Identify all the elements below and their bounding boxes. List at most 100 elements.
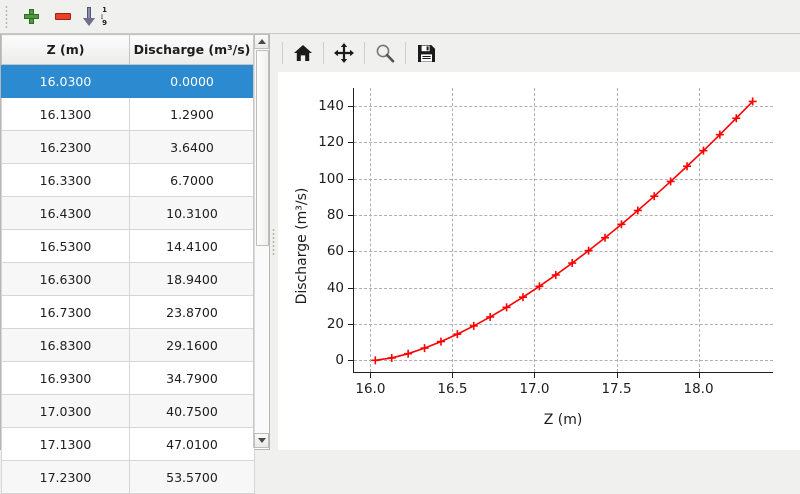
table-vertical-scrollbar[interactable] [253, 34, 269, 448]
column-header-z[interactable]: Z (m) [1, 34, 130, 65]
remove-row-button[interactable] [47, 2, 79, 32]
series-marker [469, 321, 478, 330]
series-marker [699, 146, 708, 155]
series-marker [715, 130, 724, 139]
table-row[interactable]: 17.0300 40.7500 [1, 394, 255, 428]
cell-discharge[interactable]: 0.0000 [129, 64, 255, 98]
cell-discharge[interactable]: 53.5700 [129, 460, 255, 494]
x-tick-label: 18.0 [683, 381, 714, 397]
column-header-discharge[interactable]: Discharge (m³/s) [129, 34, 255, 65]
cell-z[interactable]: 16.5300 [1, 229, 130, 263]
cell-z[interactable]: 16.9300 [1, 361, 130, 395]
cell-z[interactable]: 17.1300 [1, 427, 130, 461]
rating-curve-table[interactable]: Z (m) Discharge (m³/s) 16.0300 0.0000 16.1… [1, 34, 255, 494]
save-icon [417, 44, 435, 62]
table-header-row: Z (m) Discharge (m³/s) [1, 34, 255, 65]
y-tick [348, 215, 354, 217]
y-tick [348, 323, 354, 325]
cell-discharge[interactable]: 40.7500 [129, 394, 255, 428]
y-tick-label: 140 [318, 98, 344, 115]
toolbar-drag-handle[interactable] [4, 5, 13, 28]
table-row[interactable]: 16.5300 14.4100 [1, 229, 255, 263]
rating-curve-table-panel: Z (m) Discharge (m³/s) 16.0300 0.0000 16.1… [0, 34, 270, 494]
table-row[interactable]: 16.6300 18.9400 [1, 262, 255, 296]
y-tick-label: 60 [326, 243, 344, 260]
home-button[interactable] [287, 38, 319, 68]
home-icon [294, 45, 312, 61]
scroll-down-button[interactable] [254, 433, 269, 448]
series-marker [568, 259, 577, 268]
sort-descending-icon: 1 ⋮ 9 [83, 6, 107, 27]
y-gridline [354, 251, 773, 253]
y-axis-title: Discharge (m³/s) [294, 187, 310, 305]
x-tick-label: 17.0 [519, 381, 550, 397]
save-button[interactable] [410, 38, 442, 68]
cell-z[interactable]: 16.6300 [1, 262, 130, 296]
x-tick [370, 372, 372, 378]
triangle-down-icon [257, 438, 266, 443]
table-row[interactable]: 16.4300 10.3100 [1, 196, 255, 230]
cell-discharge[interactable]: 18.9400 [129, 262, 255, 296]
series-marker [683, 162, 692, 171]
table-row[interactable]: 16.2300 3.6400 [1, 130, 255, 164]
cell-discharge[interactable]: 10.3100 [129, 196, 255, 230]
series-marker [601, 233, 610, 242]
zoom-icon [376, 44, 395, 63]
series-marker [633, 206, 642, 215]
scrollbar-track[interactable] [254, 49, 269, 433]
cell-z[interactable]: 16.3300 [1, 163, 130, 197]
y-tick [348, 287, 354, 289]
scrollbar-thumb[interactable] [256, 50, 269, 246]
table-row[interactable]: 16.8300 29.1600 [1, 328, 255, 362]
add-row-button[interactable] [15, 2, 47, 32]
table-row[interactable]: 16.0300 0.0000 [1, 64, 255, 98]
zoom-button[interactable] [369, 38, 401, 68]
scroll-up-button[interactable] [254, 34, 269, 49]
series-marker [387, 353, 396, 362]
cell-discharge[interactable]: 34.7900 [129, 361, 255, 395]
table-row[interactable]: 16.3300 6.7000 [1, 163, 255, 197]
cell-z[interactable]: 16.7300 [1, 295, 130, 329]
y-gridline [354, 360, 773, 362]
cell-z[interactable]: 16.8300 [1, 328, 130, 362]
cell-z[interactable]: 17.2300 [1, 460, 130, 494]
table-body: 16.0300 0.0000 16.1300 1.2900 16.2300 3.6400 1… [1, 64, 255, 494]
series-marker [666, 177, 675, 186]
triangle-up-icon [257, 39, 266, 44]
series-marker [436, 337, 445, 346]
cell-discharge[interactable]: 1.2900 [129, 97, 255, 131]
table-row[interactable]: 16.7300 23.8700 [1, 295, 255, 329]
cell-discharge[interactable]: 29.1600 [129, 328, 255, 362]
sort-glyph-dots: ⋮ [99, 13, 105, 21]
series-marker [453, 330, 462, 339]
table-row[interactable]: 17.2300 53.5700 [1, 460, 255, 494]
y-tick [348, 106, 354, 108]
table-row[interactable]: 17.1300 47.0100 [1, 427, 255, 461]
cell-discharge[interactable]: 23.8700 [129, 295, 255, 329]
cell-z[interactable]: 16.2300 [1, 130, 130, 164]
table-row[interactable]: 16.9300 34.7900 [1, 361, 255, 395]
x-axis-title: Z (m) [543, 412, 583, 428]
x-gridline [616, 88, 618, 372]
cell-discharge[interactable]: 6.7000 [129, 163, 255, 197]
y-gridline [354, 178, 773, 180]
cell-discharge[interactable]: 47.0100 [129, 427, 255, 461]
cell-z[interactable]: 16.1300 [1, 97, 130, 131]
series-marker [732, 114, 741, 123]
y-gridline [354, 215, 773, 217]
pan-button[interactable] [328, 38, 360, 68]
table-row[interactable]: 16.1300 1.2900 [1, 97, 255, 131]
sort-descending-button[interactable]: 1 ⋮ 9 [79, 2, 111, 32]
cell-z[interactable]: 17.0300 [1, 394, 130, 428]
x-tick-label: 16.5 [437, 381, 468, 397]
cell-discharge[interactable]: 14.4100 [129, 229, 255, 263]
plot-canvas[interactable]: Discharge (m³/s) 0 20 40 60 80 100 120 140 16.0 1… [278, 72, 800, 450]
plot-panel: Discharge (m³/s) 0 20 40 60 80 100 120 140 16.0 1… [278, 34, 800, 450]
series-layer [371, 97, 757, 365]
cell-discharge[interactable]: 3.6400 [129, 130, 255, 164]
cell-z[interactable]: 16.0300 [1, 64, 130, 98]
cell-z[interactable]: 16.4300 [1, 196, 130, 230]
panel-splitter[interactable] [270, 34, 278, 450]
x-tick [534, 372, 536, 378]
